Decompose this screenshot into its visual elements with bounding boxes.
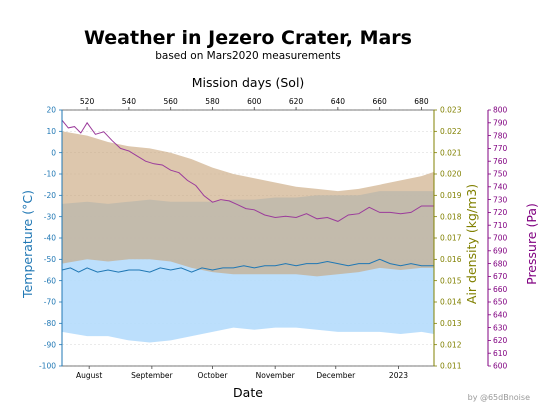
pressure-tick-label: 600 bbox=[493, 362, 508, 371]
month-tick-label: September bbox=[131, 371, 173, 380]
density-tick-label: 0.021 bbox=[440, 148, 462, 157]
chart-subtitle: based on Mars2020 measurements bbox=[155, 50, 341, 62]
pressure-tick-label: 700 bbox=[493, 234, 508, 243]
density-tick-label: 0.018 bbox=[440, 212, 462, 221]
pressure-tick-label: 720 bbox=[493, 208, 508, 217]
pressure-tick-label: 740 bbox=[493, 183, 508, 192]
temperature-axis-title: Temperature (°C) bbox=[20, 190, 35, 299]
temperature-tick-label: -60 bbox=[44, 276, 56, 285]
temperature-tick-label: -70 bbox=[44, 298, 56, 307]
pressure-line bbox=[62, 119, 434, 222]
pressure-axis-title: Pressure (Pa) bbox=[524, 203, 539, 285]
sol-tick-label: 560 bbox=[164, 97, 179, 106]
sol-tick-label: 520 bbox=[80, 97, 95, 106]
sol-tick-label: 540 bbox=[122, 97, 137, 106]
pressure-tick-label: 680 bbox=[493, 259, 508, 268]
density-tick-label: 0.023 bbox=[440, 106, 462, 115]
pressure-tick-label: 750 bbox=[493, 170, 508, 179]
series-group bbox=[62, 119, 434, 343]
chart-title: Weather in Jezero Crater, Mars bbox=[84, 27, 412, 49]
pressure-tick-label: 690 bbox=[493, 247, 508, 256]
top-axis-title: Mission days (Sol) bbox=[192, 75, 305, 90]
density-tick-label: 0.012 bbox=[440, 340, 462, 349]
credit-text: by @65dBnoise bbox=[468, 393, 530, 402]
month-tick-label: 2023 bbox=[389, 371, 408, 380]
pressure-tick-label: 790 bbox=[493, 119, 508, 128]
density-tick-label: 0.016 bbox=[440, 255, 462, 264]
month-tick-label: November bbox=[256, 371, 296, 380]
temperature-tick-label: -10 bbox=[44, 170, 56, 179]
pressure-tick-label: 640 bbox=[493, 311, 508, 320]
density-tick-label: 0.017 bbox=[440, 234, 462, 243]
pressure-tick-label: 800 bbox=[493, 106, 508, 115]
temperature-tick-label: -50 bbox=[44, 255, 56, 264]
pressure-tick-label: 760 bbox=[493, 157, 508, 166]
density-tick-label: 0.020 bbox=[440, 170, 462, 179]
density-axis-title: Air density (kg/m3) bbox=[464, 184, 479, 304]
temperature-line bbox=[62, 258, 434, 273]
temperature-tick-label: 10 bbox=[46, 127, 56, 136]
pressure-tick-label: 610 bbox=[493, 349, 508, 358]
temperature-tick-label: -40 bbox=[44, 234, 56, 243]
temperature-tick-label: 20 bbox=[46, 106, 56, 115]
density-tick-label: 0.013 bbox=[440, 319, 462, 328]
temperature-tick-label: -100 bbox=[39, 362, 56, 371]
plot-area bbox=[62, 109, 434, 367]
density-tick-label: 0.015 bbox=[440, 276, 462, 285]
temperature-tick-label: -80 bbox=[44, 319, 56, 328]
sol-tick-label: 640 bbox=[331, 97, 346, 106]
axes: 20 10 0 -10 -20 -30 -40 -50 -60 -70 -80 -90 -100 0.02… bbox=[39, 97, 508, 380]
temperature-tick-label: -30 bbox=[44, 212, 56, 221]
month-tick-label: August bbox=[76, 371, 102, 380]
temperature-tick-label: -20 bbox=[44, 191, 56, 200]
temperature-tick-label: 0 bbox=[51, 148, 56, 157]
pressure-tick-label: 660 bbox=[493, 285, 508, 294]
pressure-tick-label: 780 bbox=[493, 131, 508, 140]
pressure-tick-label: 730 bbox=[493, 195, 508, 204]
density-tick-label: 0.019 bbox=[440, 191, 462, 200]
density-tick-label: 0.014 bbox=[440, 298, 462, 307]
month-tick-label: December bbox=[316, 371, 356, 380]
pressure-tick-label: 630 bbox=[493, 323, 508, 332]
sol-tick-label: 620 bbox=[289, 97, 304, 106]
x-axis-title: Date bbox=[233, 385, 263, 400]
pressure-tick-label: 620 bbox=[493, 336, 508, 345]
sol-tick-label: 580 bbox=[205, 97, 220, 106]
pressure-tick-label: 650 bbox=[493, 298, 508, 307]
sol-tick-label: 660 bbox=[372, 97, 387, 106]
month-tick-label: October bbox=[197, 371, 228, 380]
pressure-tick-label: 710 bbox=[493, 221, 508, 230]
density-tick-label: 0.011 bbox=[440, 362, 462, 371]
pressure-tick-label: 670 bbox=[493, 272, 508, 281]
sol-tick-label: 680 bbox=[414, 97, 429, 106]
density-range-band bbox=[62, 131, 434, 277]
pressure-tick-label: 770 bbox=[493, 144, 508, 153]
density-tick-label: 0.022 bbox=[440, 127, 462, 136]
temperature-tick-label: -90 bbox=[44, 340, 56, 349]
sol-tick-label: 600 bbox=[247, 97, 262, 106]
